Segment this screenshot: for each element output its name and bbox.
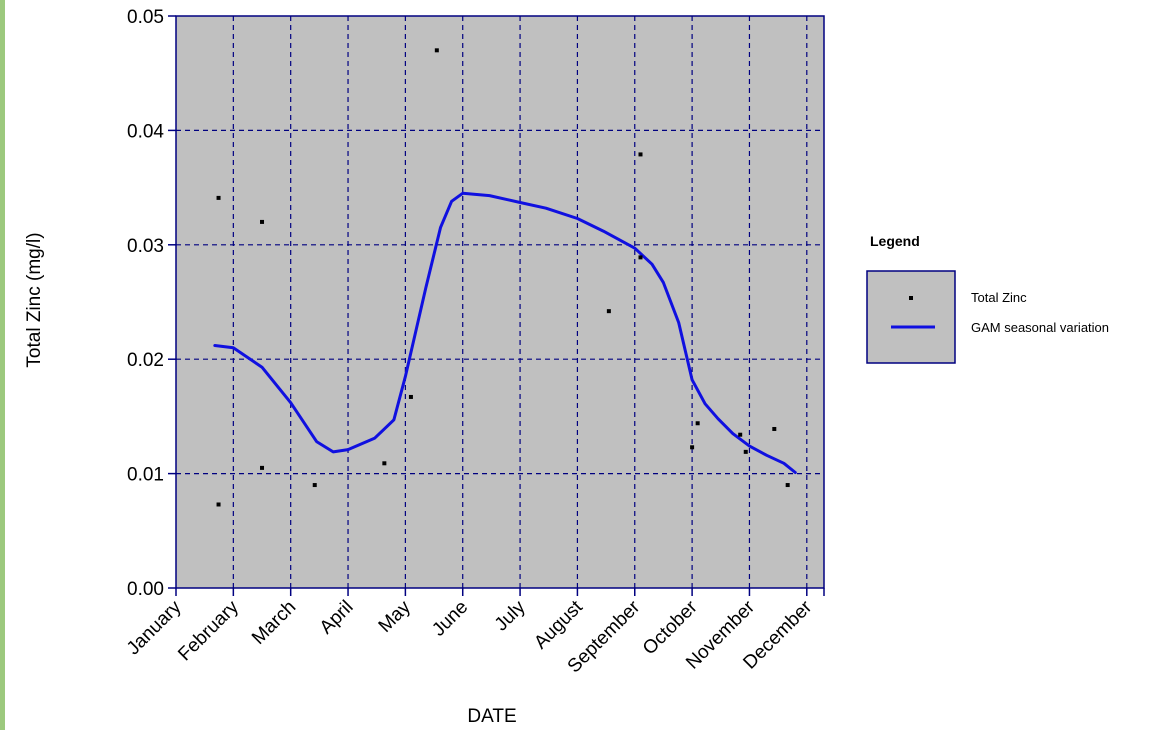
grid-lines xyxy=(176,16,824,588)
data-point xyxy=(738,432,743,437)
data-point xyxy=(785,483,790,488)
data-point xyxy=(743,449,748,454)
data-point xyxy=(606,309,611,314)
data-point xyxy=(408,394,413,399)
y-tick-label: 0.03 xyxy=(127,236,164,257)
x-tick-label: July xyxy=(491,596,530,635)
data-point xyxy=(434,48,439,53)
plot-border xyxy=(175,15,825,589)
y-tick-label: 0.02 xyxy=(127,350,164,371)
data-point xyxy=(638,152,643,157)
data-point xyxy=(260,219,265,224)
legend: Legend Total Zinc GAM seasonal variation xyxy=(866,233,1109,364)
y-tick-label: 0.00 xyxy=(127,579,164,600)
data-point xyxy=(695,421,700,426)
x-tick-label: April xyxy=(316,597,358,639)
data-series xyxy=(213,48,797,507)
data-point xyxy=(382,461,387,466)
data-point xyxy=(690,445,695,450)
x-tick-label: February xyxy=(174,596,243,665)
x-tick-label: August xyxy=(530,596,587,653)
legend-title: Legend xyxy=(870,233,920,249)
plot-area xyxy=(176,16,824,588)
y-tick-label: 0.04 xyxy=(127,121,164,142)
legend-label-gam: GAM seasonal variation xyxy=(971,320,1109,335)
x-tick-label: May xyxy=(375,596,416,637)
data-point xyxy=(312,483,317,488)
data-point xyxy=(260,465,265,470)
x-tick-label: March xyxy=(248,597,300,649)
y-tick-label: 0.05 xyxy=(127,7,164,28)
x-axis-title: DATE xyxy=(467,706,516,727)
data-point xyxy=(638,255,643,260)
window-edge-bar xyxy=(0,0,5,730)
data-point xyxy=(772,426,777,431)
y-tick-label: 0.01 xyxy=(127,465,164,486)
legend-label-total-zinc: Total Zinc xyxy=(971,290,1027,305)
data-point xyxy=(216,195,221,200)
legend-box xyxy=(866,270,956,364)
legend-point-swatch xyxy=(909,296,913,300)
y-axis-title: Total Zinc (mg/l) xyxy=(24,232,45,367)
x-tick-label: June xyxy=(428,597,472,641)
data-point xyxy=(216,502,221,507)
gam-curve xyxy=(213,191,797,474)
